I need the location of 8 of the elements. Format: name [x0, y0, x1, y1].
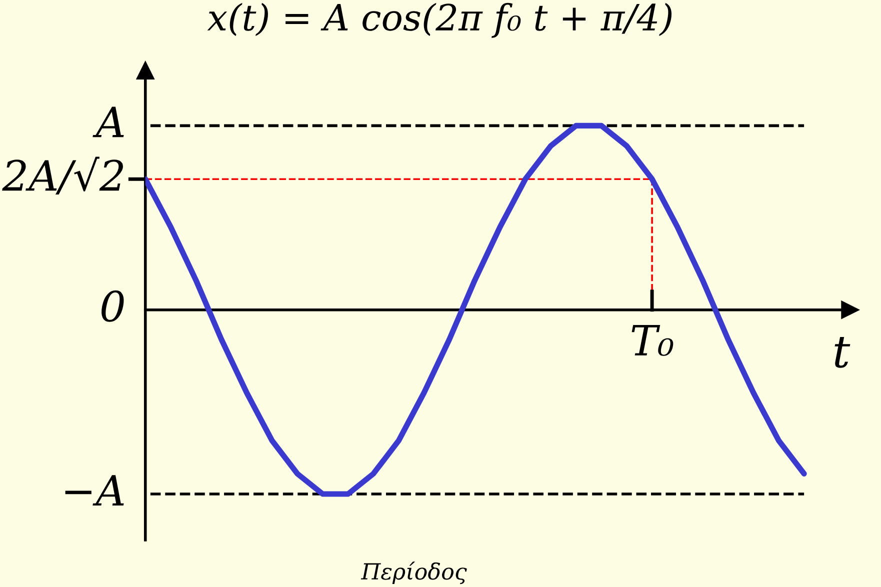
annotation: T₀: [632, 325, 674, 356]
text: 2A/√2: [2, 156, 123, 194]
text: 0: [102, 290, 124, 322]
x-axis-title: t: [834, 336, 850, 368]
chart-title: x(t) = A cos(2π f₀ t + π/4): [207, 2, 672, 38]
text: A: [92, 106, 124, 138]
text: −A: [65, 475, 124, 506]
text: Περίοδος: [360, 562, 467, 584]
